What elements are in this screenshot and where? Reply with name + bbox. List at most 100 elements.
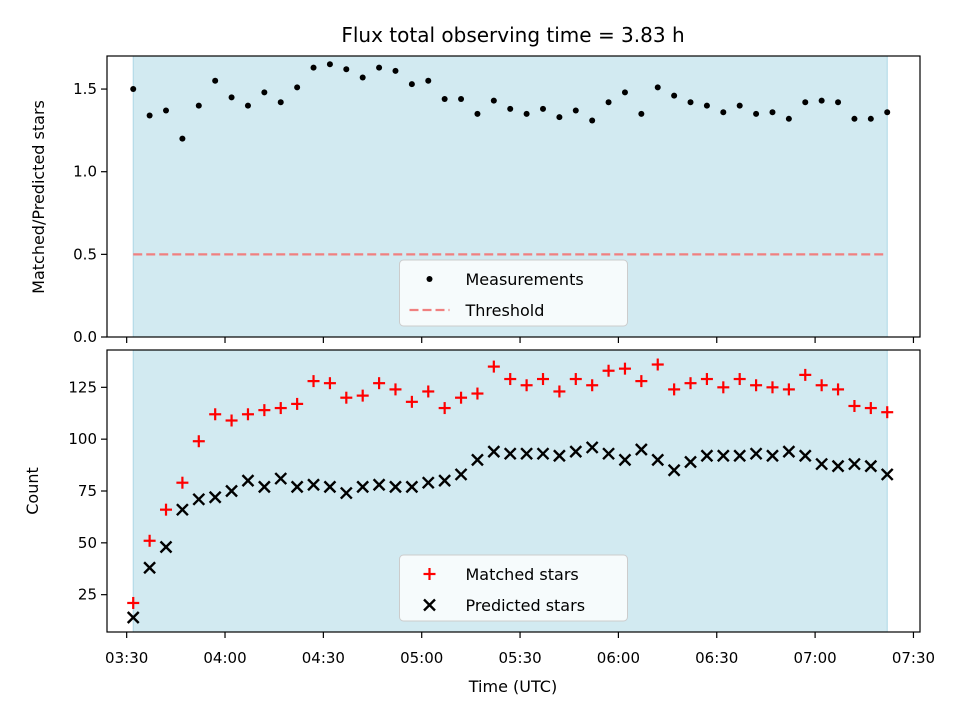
measurements-point bbox=[638, 110, 645, 117]
measurements-point bbox=[212, 77, 219, 84]
matched-stars-point bbox=[684, 377, 697, 390]
predicted-stars-legend-marker bbox=[423, 598, 436, 612]
measurements-point bbox=[720, 109, 727, 116]
predicted-stars-point bbox=[503, 447, 517, 461]
measurements-point bbox=[474, 110, 481, 117]
matched-stars-point bbox=[274, 402, 287, 415]
measurements-point bbox=[146, 112, 153, 119]
measurements-point bbox=[163, 107, 170, 114]
matched-stars-point bbox=[717, 381, 730, 394]
threshold-legend-label: Threshold bbox=[465, 301, 545, 320]
predicted-stars-point bbox=[864, 459, 878, 473]
matched-stars-point bbox=[618, 362, 631, 375]
predicted-stars-point bbox=[651, 453, 665, 467]
predicted-stars-point bbox=[684, 455, 697, 469]
y-tick-label: 1.0 bbox=[73, 163, 97, 181]
matched-stars-point bbox=[389, 383, 402, 396]
chart-title: Flux total observing time = 3.83 h bbox=[341, 23, 684, 47]
measurements-point bbox=[425, 77, 432, 84]
predicted-stars-point bbox=[471, 453, 484, 467]
matched-stars-point bbox=[553, 385, 566, 398]
measurements-point bbox=[294, 84, 301, 91]
matched-stars-point bbox=[832, 383, 845, 396]
x-tick-label: 05:30 bbox=[498, 649, 541, 667]
y-tick-label: 25 bbox=[78, 586, 97, 604]
matched-stars-point bbox=[340, 391, 353, 404]
predicted-stars-point bbox=[225, 484, 238, 498]
measurements-point bbox=[343, 66, 350, 73]
measurements-point bbox=[228, 94, 235, 101]
matched-stars-point bbox=[143, 534, 156, 547]
measurements-legend-marker bbox=[426, 276, 433, 282]
matched-stars-point bbox=[635, 375, 648, 388]
matched-stars-point bbox=[537, 373, 550, 386]
axes-frame bbox=[106, 55, 921, 338]
measurements-point bbox=[195, 102, 202, 109]
matched-stars-point bbox=[651, 358, 664, 371]
matched-stars-point bbox=[471, 387, 484, 400]
predicted-stars-point bbox=[143, 561, 156, 575]
predicted-stars-point bbox=[602, 447, 615, 461]
matched-stars-point bbox=[799, 368, 812, 381]
measurements-point bbox=[621, 89, 628, 96]
predicted-stars-point bbox=[733, 449, 747, 463]
matched-stars-point bbox=[241, 408, 254, 421]
matched-stars-point bbox=[766, 381, 779, 394]
matched-stars-point bbox=[700, 373, 713, 386]
matched-stars-point bbox=[487, 360, 500, 373]
predicted-stars-point bbox=[782, 445, 796, 458]
measurements-point bbox=[671, 92, 678, 99]
predicted-stars-point bbox=[831, 459, 845, 473]
predicted-stars-point bbox=[848, 457, 861, 471]
matched-stars-point bbox=[455, 391, 468, 404]
predicted-stars-point bbox=[487, 445, 501, 458]
x-tick-label: 03:30 bbox=[105, 649, 148, 667]
x-tick-label: 07:30 bbox=[892, 649, 935, 667]
predicted-stars-point bbox=[176, 503, 189, 517]
measurements-point bbox=[835, 99, 842, 106]
legend: Measurements Threshold bbox=[399, 259, 628, 327]
matched-stars-point bbox=[405, 395, 418, 408]
y-tick-label: 75 bbox=[78, 482, 97, 500]
measurements-point bbox=[867, 115, 874, 122]
matched-stars-point bbox=[504, 373, 517, 386]
y-tick-label: 0.0 bbox=[73, 328, 97, 346]
measurements-point bbox=[589, 117, 596, 124]
matched-stars-point bbox=[782, 383, 795, 396]
predicted-stars-point bbox=[192, 492, 206, 506]
predicted-stars-point bbox=[766, 449, 779, 463]
x-axis-label: Time (UTC) bbox=[468, 677, 557, 696]
measurements-point bbox=[556, 114, 563, 121]
matched-stars-legend-marker bbox=[423, 568, 436, 580]
matched-stars-point bbox=[373, 377, 386, 390]
measurements-point bbox=[507, 105, 514, 112]
measurements-point bbox=[523, 110, 530, 117]
predicted-stars-point bbox=[520, 447, 533, 461]
matched-stars-point bbox=[750, 379, 763, 392]
matched-stars-point bbox=[291, 397, 304, 410]
legend-box bbox=[399, 554, 628, 622]
x-tick-label: 07:00 bbox=[793, 649, 836, 667]
measurements-point bbox=[572, 107, 579, 114]
predicted-stars-point bbox=[438, 474, 452, 487]
measurements-point bbox=[687, 99, 694, 106]
predicted-stars-point bbox=[323, 480, 337, 494]
predicted-stars-point bbox=[307, 478, 320, 492]
count-panel: 25 50 75 100 125 Matched stars Predicted stars bbox=[68, 349, 921, 638]
measurements-point bbox=[540, 105, 547, 112]
predicted-stars-point bbox=[372, 478, 386, 492]
matched-stars-point bbox=[209, 408, 222, 421]
y-axis-label-ratio: Matched/Predicted stars bbox=[29, 100, 48, 294]
measurements-point bbox=[376, 64, 383, 71]
measurements-point bbox=[785, 115, 792, 122]
predicted-stars-point bbox=[208, 490, 222, 504]
matched-stars-point bbox=[569, 373, 582, 386]
y-tick-label: 100 bbox=[68, 430, 97, 448]
predicted-stars-point bbox=[569, 445, 583, 458]
predicted-stars-point bbox=[749, 447, 763, 461]
measurements-point bbox=[179, 135, 186, 142]
predicted-stars-point bbox=[585, 441, 599, 454]
predicted-stars-point bbox=[667, 463, 681, 477]
matched-stars-point bbox=[864, 402, 877, 415]
